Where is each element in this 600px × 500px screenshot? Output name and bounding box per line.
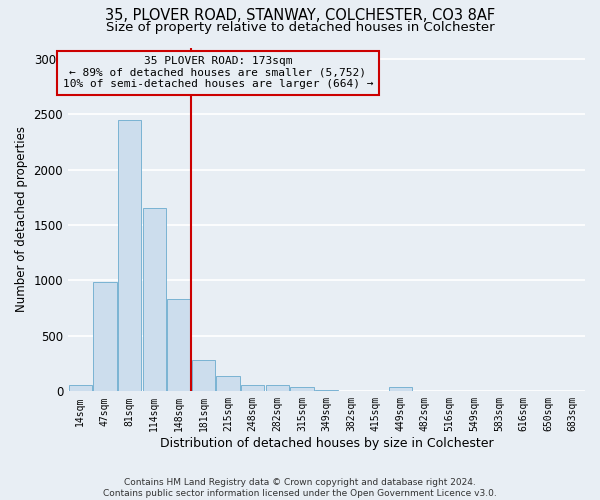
Bar — [118, 120, 141, 392]
Bar — [93, 282, 116, 392]
Bar — [192, 360, 215, 392]
Bar — [389, 387, 412, 392]
X-axis label: Distribution of detached houses by size in Colchester: Distribution of detached houses by size … — [160, 437, 493, 450]
Y-axis label: Number of detached properties: Number of detached properties — [15, 126, 28, 312]
Bar — [217, 376, 240, 392]
Bar — [167, 300, 191, 392]
Bar — [266, 385, 289, 392]
Bar — [315, 390, 338, 392]
Bar — [68, 384, 92, 392]
Text: 35 PLOVER ROAD: 173sqm
← 89% of detached houses are smaller (5,752)
10% of semi-: 35 PLOVER ROAD: 173sqm ← 89% of detached… — [63, 56, 373, 90]
Bar — [143, 208, 166, 392]
Text: Contains HM Land Registry data © Crown copyright and database right 2024.
Contai: Contains HM Land Registry data © Crown c… — [103, 478, 497, 498]
Bar — [241, 385, 265, 392]
Bar — [290, 388, 314, 392]
Text: 35, PLOVER ROAD, STANWAY, COLCHESTER, CO3 8AF: 35, PLOVER ROAD, STANWAY, COLCHESTER, CO… — [105, 8, 495, 22]
Text: Size of property relative to detached houses in Colchester: Size of property relative to detached ho… — [106, 21, 494, 34]
